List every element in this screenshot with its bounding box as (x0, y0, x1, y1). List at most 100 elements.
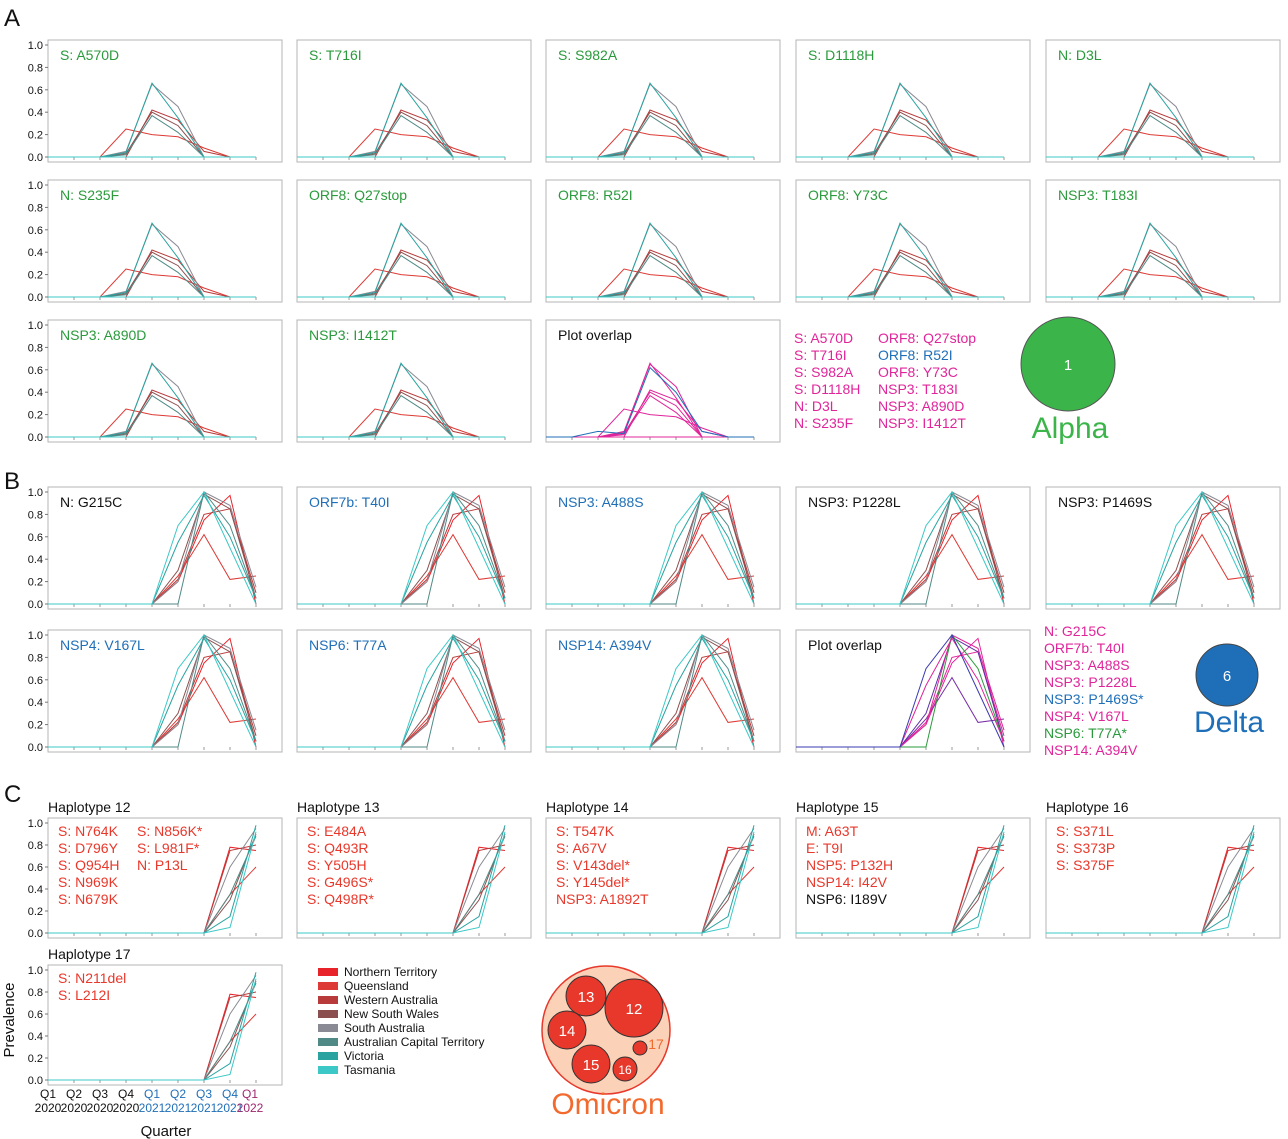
plot-frame (296, 39, 532, 163)
mutation-plot: NSP6: T77A (296, 629, 532, 753)
y-tick-label: 0.2 (28, 410, 43, 422)
mutation-plot: 0.0 0.2 0.4 0.6 0.8 1.0 NSP3: A890D (28, 319, 283, 444)
y-tick-label: 0.8 (28, 840, 43, 852)
mutation-plot: 0.0 0.2 0.4 0.6 0.8 1.0 S: A570D (28, 39, 283, 164)
haplotype-mutation: S: Q498R* (307, 891, 374, 907)
omicron-bubble-chart: 12 13 14 15 16 17 Omicron (541, 965, 671, 1121)
y-tick-label: 0.0 (28, 432, 43, 444)
year-label: 2022 (237, 1101, 264, 1115)
quarter-label: Q4 (222, 1087, 238, 1101)
y-tick-label: 0.8 (28, 652, 43, 664)
plot-title: ORF8: Y73C (808, 187, 888, 203)
y-tick-label: 0.8 (28, 342, 43, 354)
y-tick-label: 0.8 (28, 987, 43, 999)
quarter-label: Q2 (66, 1087, 82, 1101)
legend-swatch (318, 1038, 338, 1046)
mutation-plot: 0.0 0.2 0.4 0.6 0.8 1.0 N: S235F (28, 179, 283, 304)
plot-title: NSP3: I1412T (309, 327, 397, 343)
omicron-bubble-16 (612, 1056, 638, 1082)
series-line (546, 366, 754, 438)
haplotype-title: Haplotype 12 (48, 799, 131, 815)
series-line (796, 634, 1005, 748)
haplotype-title: Haplotype 16 (1046, 799, 1129, 815)
alpha-list-item: S: T716I (794, 347, 847, 363)
y-tick-label: 0.0 (28, 152, 43, 164)
omicron-bubble-label: 12 (626, 1001, 643, 1018)
plot-title: S: A570D (60, 47, 119, 63)
panel-label-c: C (4, 781, 21, 808)
plot-title: S: T716I (309, 47, 362, 63)
y-tick-label: 1.0 (28, 180, 43, 192)
haplotype-mutation: S: L981F* (137, 840, 200, 856)
legend-label: Australian Capital Territory (344, 1035, 485, 1049)
delta-circle-number: 6 (1223, 668, 1231, 685)
legend-label: Tasmania (344, 1063, 396, 1077)
plot-grid: 0.00.20.40.60.81.0S: A570D S: T716I S: S98… (28, 39, 1281, 1115)
haplotype-mutation: S: N856K* (137, 823, 203, 839)
plot-title: NSP14: A394V (558, 637, 652, 653)
x-axis-title: Quarter (141, 1123, 192, 1139)
series-line (48, 831, 257, 934)
delta-list-item: ORF7b: T40I (1044, 640, 1125, 656)
series-line (546, 634, 755, 748)
y-axis-title: Prevalence (1, 982, 18, 1057)
haplotype-mutation: S: D796Y (58, 840, 119, 856)
y-tick-label: 1.0 (28, 40, 43, 52)
series-line (297, 491, 506, 605)
delta-mutation-list: N: G215C ORF7b: T40I NSP3: A488S NSP3: P… (1044, 623, 1144, 758)
omicron-label: Omicron (551, 1088, 664, 1121)
mutation-plot: S: D1118H (795, 39, 1031, 163)
mutation-plot: ORF8: Y73C (795, 179, 1031, 303)
omicron-bubble-17 (632, 1040, 648, 1056)
y-tick-label: 0.0 (28, 742, 43, 754)
y-tick-label: 0.4 (28, 387, 43, 399)
series-line (546, 491, 755, 605)
mutation-plot: Plot overlap (545, 319, 781, 443)
y-tick-label: 0.0 (28, 292, 43, 304)
year-label: 2020 (113, 1101, 140, 1115)
alpha-list-item: NSP3: A890D (878, 398, 964, 414)
haplotype-mutation: S: S373P (1056, 840, 1115, 856)
year-label: 2020 (87, 1101, 114, 1115)
series-line (48, 634, 257, 748)
omicron-bubble-13 (565, 975, 607, 1017)
haplotype-mutation: S: E484A (307, 823, 367, 839)
panel-label-a: A (4, 5, 20, 32)
y-tick-label: 0.8 (28, 202, 43, 214)
y-tick-label: 0.6 (28, 862, 43, 874)
mutation-plot: Plot overlap (795, 629, 1031, 753)
mutation-plot: 0.0 0.2 0.4 0.6 0.8 1.0 N: G215C (28, 486, 283, 611)
y-tick-label: 0.2 (28, 577, 43, 589)
haplotype-mutation: NSP5: P132H (806, 857, 893, 873)
haplotype-mutation: S: Q954H (58, 857, 119, 873)
y-tick-label: 0.4 (28, 247, 43, 259)
plot-title: NSP6: T77A (309, 637, 387, 653)
haplotype-mutation: S: N969K (58, 874, 119, 890)
y-tick-label: 0.4 (28, 107, 43, 119)
y-tick-label: 0.6 (28, 675, 43, 687)
y-tick-label: 0.0 (28, 599, 43, 611)
haplotype-mutation: NSP14: I42V (806, 874, 888, 890)
haplotype-title: Haplotype 14 (546, 799, 629, 815)
plot-title: ORF8: Q27stop (309, 187, 407, 203)
year-label: 2021 (217, 1101, 244, 1115)
y-tick-label: 0.0 (28, 928, 43, 940)
delta-list-item: NSP6: T77A* (1044, 725, 1128, 741)
y-tick-label: 0.8 (28, 62, 43, 74)
legend-swatch (318, 1052, 338, 1060)
mutation-plot: 0.0 0.2 0.4 0.6 0.8 1.0 NSP4: V167L (28, 629, 283, 754)
plot-title: NSP3: P1469S (1058, 494, 1152, 510)
y-tick-label: 0.0 (28, 1075, 43, 1087)
alpha-list-item: S: S982A (794, 364, 854, 380)
omicron-bubble-12 (604, 978, 664, 1038)
haplotype-mutation: S: Y145del* (556, 874, 630, 890)
quarter-label: Q4 (118, 1087, 134, 1101)
haplotype-mutation: N: P13L (137, 857, 188, 873)
legend-swatch (318, 968, 338, 976)
haplotype-mutation: S: S375F (1056, 857, 1114, 873)
y-tick-label: 0.6 (28, 85, 43, 97)
y-tick-label: 0.2 (28, 906, 43, 918)
